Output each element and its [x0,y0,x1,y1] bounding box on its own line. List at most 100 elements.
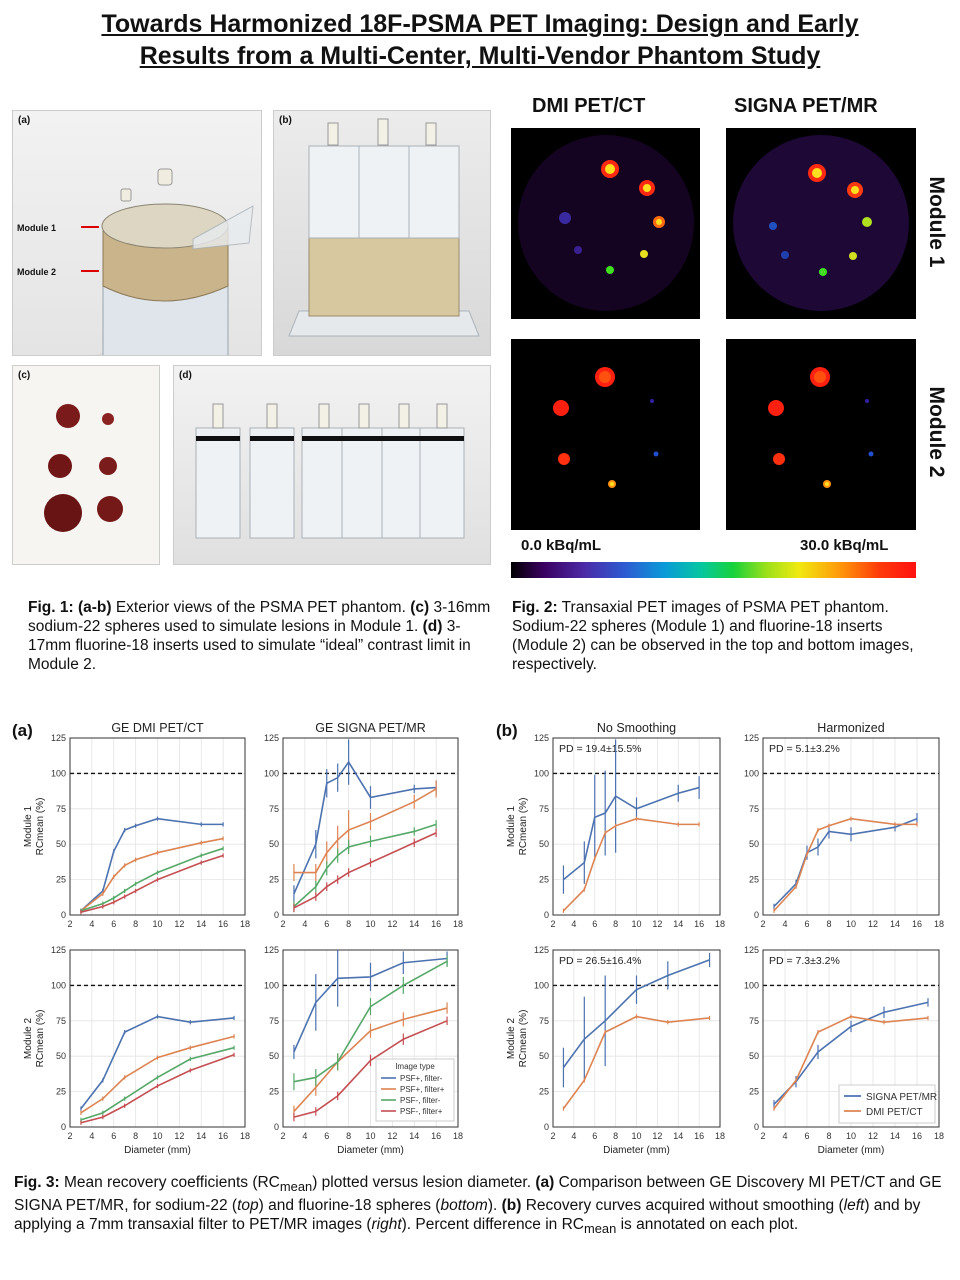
y-tick-label: 125 [264,733,279,743]
x-tick-label: 6 [592,1131,597,1141]
sphere-photo-c: (c) [12,365,160,565]
y-tick-label: 25 [749,875,759,885]
x-tick-label: 12 [387,919,397,929]
y-tick-label: 25 [269,875,279,885]
fig3-caption-sub2: mean [584,1221,617,1237]
series-line-2 [80,837,224,912]
fluorine-inserts-illustration [195,403,465,539]
x-tick-label: 14 [196,1131,206,1141]
y-axis-unit-label: RCmean (%) [518,798,529,856]
x-tick-label: 8 [613,919,618,929]
y-tick-label: 100 [534,980,549,990]
y-axis-row-label: Module 2 [506,1017,517,1059]
y-tick-label: 0 [61,910,66,920]
y-tick-label: 0 [274,1122,279,1132]
y-tick-label: 25 [539,1087,549,1097]
fig3-panel-b-label: (b) [496,721,518,740]
fig1-caption: Fig. 1: (a-b) Exterior views of the PSMA… [28,598,498,674]
x-tick-label: 14 [673,919,683,929]
y-axis-label: Module 2RCmean (%) [506,1010,529,1068]
y-tick-label: 25 [56,875,66,885]
y-tick-label: 125 [264,945,279,955]
fig3-caption-right: right [371,1216,402,1234]
fig3-caption-t6: Recovery curves acquired without smoothi… [521,1197,844,1215]
y-tick-label: 0 [544,910,549,920]
fig3-caption-sub1: mean [279,1179,313,1195]
x-tick-label: 12 [652,919,662,929]
series-line-2 [562,817,700,912]
recovery-plot-5: 0 25 50 75 100 125 2 4 6 8 10 12 14 16 18 No Smoothing M… [506,721,725,929]
y-tick-label: 50 [56,839,66,849]
fig3-caption-t1: Mean recovery coefficients (RC [59,1174,280,1191]
x-tick-label: 16 [912,1131,922,1141]
x-tick-label: 10 [152,919,162,929]
x-tick-label: 14 [890,1131,900,1141]
legend-entry: DMI PET/CT [866,1107,923,1118]
y-tick-label: 75 [56,1016,66,1026]
photo-module2-label: Module 2 [17,267,56,277]
y-axis-unit-label: RCmean (%) [35,798,46,856]
x-tick-label: 6 [592,919,597,929]
y-axis-unit-label: RCmean (%) [518,1010,529,1068]
y-axis-row-label: Module 1 [506,805,517,847]
colorbar [511,562,916,578]
y-tick-label: 25 [749,1087,759,1097]
series-line-2 [773,817,917,912]
x-tick-label: 14 [673,1131,683,1141]
x-tick-label: 2 [67,919,72,929]
fig3-caption-bottom: bottom [440,1197,488,1215]
x-tick-label: 12 [868,919,878,929]
y-tick-label: 75 [56,804,66,814]
poster-title: Towards Harmonized 18F-PSMA PET Imaging:… [0,8,960,72]
fig3-caption-left: left [843,1197,865,1215]
fig3-caption-b: (b) [501,1197,522,1215]
fig3-caption-top: top [237,1197,259,1215]
y-tick-label: 0 [544,1122,549,1132]
y-tick-label: 125 [744,945,759,955]
plot-frame [552,737,721,916]
x-tick-label: 6 [111,919,116,929]
pet-header-signa: SIGNA PET/MR [734,95,878,117]
y-tick-label: 125 [744,733,759,743]
fig3-caption-t7: ) and by applying a 7mm transaxial filte… [14,1197,921,1234]
y-axis-row-label: Module 1 [23,805,34,847]
x-tick-label: 4 [89,919,94,929]
panel-label-c: (c) [18,370,31,381]
y-tick-label: 25 [56,1087,66,1097]
series-line-1 [773,817,918,908]
y-tick-label: 75 [539,1016,549,1026]
x-tick-label: 4 [302,1131,307,1141]
x-tick-label: 2 [760,1131,765,1141]
pet-header-dmi: DMI PET/CT [532,95,646,117]
fig3-caption-t8: ). Percent difference in RC [401,1216,584,1234]
x-tick-label: 18 [715,919,725,929]
series-line-4 [293,1020,448,1118]
y-tick-label: 100 [51,980,66,990]
y-tick-label: 75 [269,804,279,814]
x-tick-label: 2 [550,919,555,929]
legend-entry: SIGNA PET/MR [866,1092,937,1103]
pet-image-module2-dmi [511,339,700,530]
y-tick-label: 50 [539,1051,549,1061]
series-line-3 [80,847,224,912]
x-tick-label: 4 [782,1131,787,1141]
fig1-caption-text3: 3-17mm fluorine-18 inserts used to simul… [28,618,471,673]
panel-label-d: (d) [179,370,192,381]
plot-title: GE SIGNA PET/MR [315,721,425,735]
x-tick-label: 10 [365,919,375,929]
legend-entry: PSF-, filter- [400,1096,441,1105]
fig3-caption-label: Fig. 3: [14,1174,60,1191]
x-tick-label: 16 [218,1131,228,1141]
fig2-caption: Fig. 2: Transaxial PET images of PSMA PE… [512,598,937,674]
x-tick-label: 16 [431,1131,441,1141]
x-tick-label: 16 [694,1131,704,1141]
x-tick-label: 14 [409,919,419,929]
x-tick-label: 2 [550,1131,555,1141]
x-tick-label: 4 [782,919,787,929]
fig3-charts: (a) (b) 0 25 50 75 100 125 2 4 6 8 10 12 14 16 18 GE DM… [0,710,960,1170]
phantom-photo-a: (a) Module 1 Module 2 [12,110,262,356]
x-tick-label: 18 [453,919,463,929]
x-tick-label: 6 [324,1131,329,1141]
plot-title: Harmonized [817,721,884,735]
y-axis-label: Module 1RCmean (%) [23,798,46,856]
